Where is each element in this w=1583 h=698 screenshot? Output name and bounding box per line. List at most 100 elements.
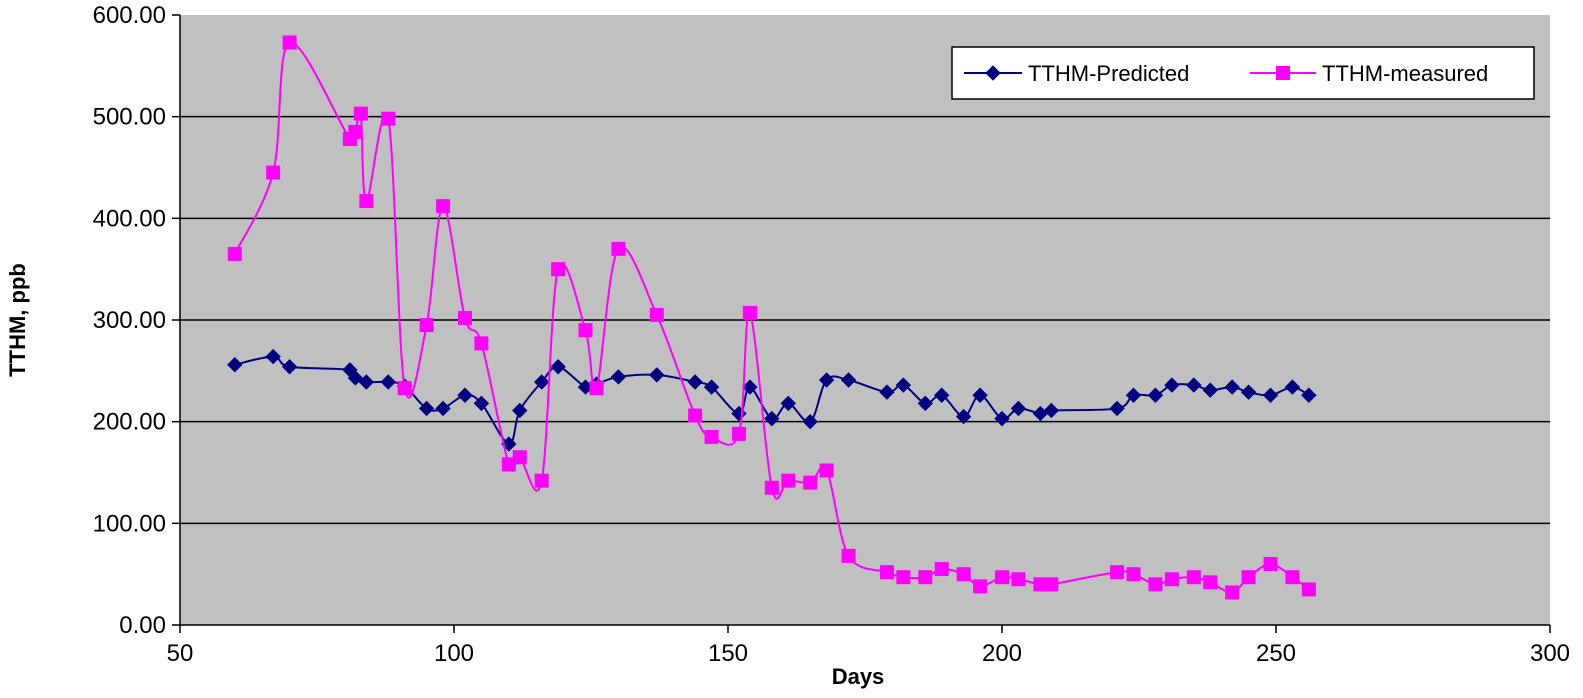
data-point bbox=[380, 374, 396, 390]
data-point bbox=[688, 408, 703, 423]
data-point bbox=[578, 323, 593, 338]
data-point bbox=[994, 410, 1010, 427]
data-point bbox=[841, 548, 856, 563]
data-point bbox=[934, 387, 950, 403]
data-point bbox=[802, 413, 818, 430]
data-point bbox=[501, 457, 516, 472]
legend-label: TTHM-Predicted bbox=[1028, 61, 1189, 86]
data-point bbox=[266, 165, 281, 180]
data-point bbox=[381, 111, 396, 126]
data-point bbox=[973, 579, 988, 594]
data-point bbox=[1044, 577, 1059, 592]
data-point bbox=[1285, 570, 1300, 585]
data-point bbox=[348, 124, 363, 139]
data-point bbox=[353, 106, 368, 121]
data-point bbox=[419, 318, 434, 333]
y-tick-label: 200.00 bbox=[93, 409, 166, 436]
series-line bbox=[233, 41, 1310, 594]
data-point bbox=[1147, 387, 1164, 403]
data-point bbox=[281, 359, 298, 375]
data-point bbox=[955, 408, 972, 425]
data-point bbox=[731, 426, 746, 441]
data-point bbox=[649, 367, 665, 383]
data-point bbox=[704, 429, 719, 444]
data-point bbox=[1203, 575, 1218, 590]
data-point bbox=[764, 410, 780, 427]
data-point bbox=[1043, 402, 1060, 419]
data-point bbox=[1262, 387, 1279, 403]
data-point bbox=[533, 374, 550, 390]
data-point bbox=[819, 463, 834, 478]
series-tthm-predicted bbox=[227, 348, 1317, 452]
data-point bbox=[589, 381, 604, 396]
data-point bbox=[359, 194, 374, 209]
data-point bbox=[457, 310, 472, 325]
data-point bbox=[551, 262, 566, 277]
data-point bbox=[435, 400, 451, 417]
data-point bbox=[1186, 570, 1201, 585]
data-point bbox=[1011, 572, 1026, 587]
data-point bbox=[818, 372, 835, 388]
series-tthm-measured bbox=[227, 35, 1316, 600]
data-point bbox=[418, 400, 435, 417]
data-point bbox=[1186, 377, 1202, 393]
data-point bbox=[1110, 565, 1125, 580]
data-point bbox=[397, 381, 412, 396]
legend-label: TTHM-measured bbox=[1322, 61, 1488, 86]
gridlines bbox=[180, 115, 1550, 525]
x-axis-title: Days bbox=[832, 664, 885, 689]
data-point bbox=[781, 473, 796, 488]
data-point bbox=[780, 395, 796, 412]
data-point bbox=[534, 473, 549, 488]
data-point bbox=[1164, 377, 1180, 393]
data-point bbox=[1301, 582, 1316, 597]
data-point bbox=[896, 570, 911, 585]
data-point bbox=[1148, 577, 1163, 592]
data-point bbox=[1125, 387, 1142, 403]
data-point bbox=[473, 395, 490, 412]
data-point bbox=[918, 570, 933, 585]
x-tick-label: 200 bbox=[982, 640, 1022, 667]
data-point bbox=[1301, 387, 1317, 403]
data-point bbox=[358, 374, 375, 390]
data-point bbox=[512, 450, 527, 465]
data-point bbox=[742, 305, 757, 320]
data-point bbox=[512, 402, 528, 419]
data-point bbox=[1240, 384, 1257, 400]
data-point bbox=[879, 384, 895, 400]
x-tick-label: 100 bbox=[434, 640, 474, 667]
y-tick-label: 500.00 bbox=[93, 104, 166, 131]
data-point bbox=[436, 199, 451, 214]
data-point bbox=[764, 480, 779, 495]
data-point bbox=[610, 369, 627, 385]
data-point bbox=[1284, 379, 1301, 395]
x-tick-label: 300 bbox=[1530, 640, 1570, 667]
y-tick-label: 300.00 bbox=[93, 307, 166, 334]
data-point bbox=[1010, 400, 1027, 417]
data-point bbox=[649, 307, 664, 322]
data-point bbox=[934, 562, 949, 577]
data-point bbox=[917, 395, 933, 412]
y-axis-title: TTHM, ppb bbox=[5, 263, 30, 377]
y-tick-label: 0.00 bbox=[119, 612, 166, 639]
legend: TTHM-Predicted TTHM-measured bbox=[951, 46, 1535, 100]
data-point bbox=[1225, 585, 1240, 600]
data-point bbox=[611, 241, 626, 256]
data-point bbox=[895, 377, 912, 393]
axes: 0.00 100.00 200.00 300.00 400.00 500.00 600.00… bbox=[93, 2, 1570, 667]
data-point bbox=[956, 567, 971, 582]
x-tick-label: 150 bbox=[708, 640, 748, 667]
data-point bbox=[1126, 567, 1141, 582]
legend-marker bbox=[985, 65, 1001, 81]
data-point bbox=[457, 387, 473, 403]
y-tick-label: 400.00 bbox=[93, 205, 166, 232]
data-point bbox=[972, 387, 988, 403]
x-tick-label: 250 bbox=[1256, 640, 1296, 667]
legend-box bbox=[951, 46, 1535, 100]
data-point bbox=[1263, 557, 1278, 571]
data-point bbox=[995, 570, 1009, 585]
data-point bbox=[347, 370, 364, 386]
data-point bbox=[1224, 379, 1240, 395]
